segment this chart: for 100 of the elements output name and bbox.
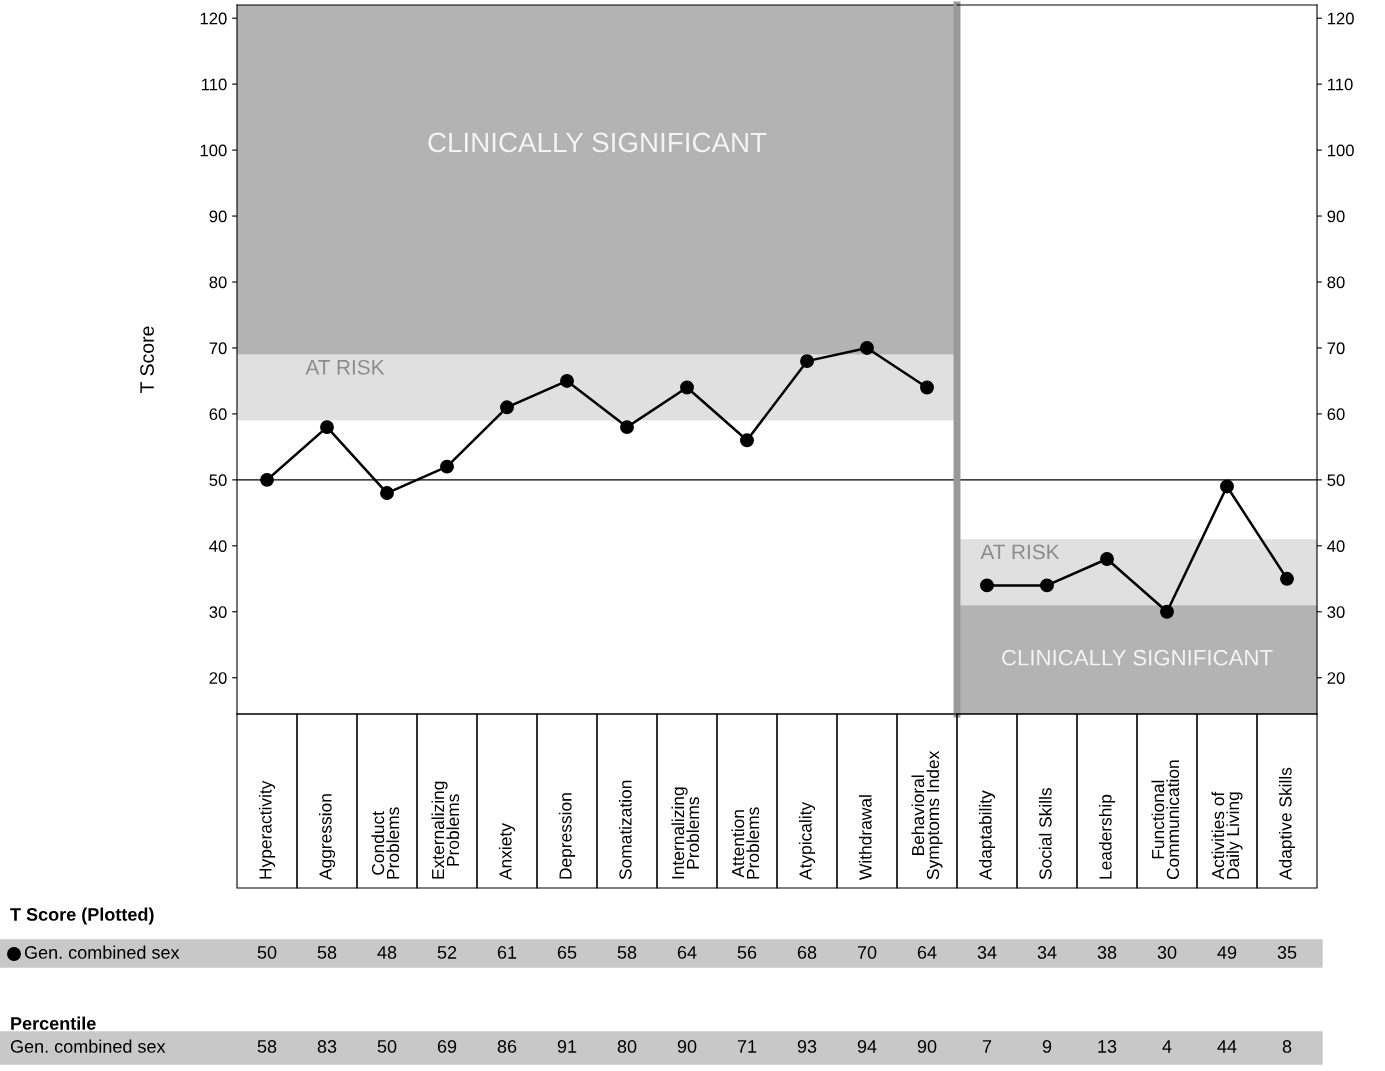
data-label: 38 [1097,946,1117,959]
point [320,420,334,435]
x-tick-label: Withdrawal [858,795,872,880]
point [500,400,514,415]
data-label: 49 [1217,946,1237,959]
x-tick-label: Depression [558,793,576,879]
y-tick-label: 30 [1327,606,1345,618]
x-tick-label: Anxiety [498,823,516,880]
x-tick-label: Attention Problems [731,807,760,879]
point [380,486,394,501]
text: 86 [497,1040,517,1053]
y-tick-label: 100 [200,144,227,157]
point [740,433,754,448]
data-label: 65 [557,946,577,959]
data-label: 34 [1037,946,1057,959]
text: 44 [1217,1040,1237,1053]
point [980,578,994,593]
text: 7 [982,1040,992,1053]
y-tick-label: 20 [1327,672,1345,684]
y-tick-label: 70 [209,342,227,355]
y-tick-label: 30 [209,606,227,618]
band-label: AT RISK [980,544,1060,560]
y-tick-label: 120 [1327,12,1354,25]
text: 93 [797,1040,817,1053]
data-label: 68 [797,946,817,959]
point [800,354,814,369]
data-label: 30 [1157,946,1177,959]
x-tick-label: Adaptive Skills [1278,767,1296,880]
y-tick-label: 90 [209,210,227,223]
x-tick-label: Aggression [318,794,336,880]
point [1280,571,1294,586]
x-tick-label: Conduct Problems [371,807,400,879]
x-tick-label: Atypicality [798,801,816,880]
y-tick-label: 120 [200,12,227,25]
text: 69 [437,1040,457,1053]
band-label: AT RISK [305,359,385,375]
point [1160,604,1174,619]
data-label: 64 [677,946,697,959]
y-tick-label: 110 [201,78,227,91]
text: 13 [1098,1040,1117,1053]
text: 50 [377,1040,397,1053]
point [1040,578,1054,593]
band-label: CLINICALLY SIGNIFICANT [428,132,767,153]
text: 94 [857,1040,877,1053]
point [1100,552,1114,566]
data-label: 34 [977,946,997,959]
data-label: 56 [737,946,757,959]
point [920,380,934,395]
point [680,380,694,395]
x-tick-label: Activities of Daily Living [1211,791,1243,880]
x-tick-label: Functional Communication [1151,760,1180,880]
data-label: 50 [257,946,277,959]
point [860,341,874,355]
x-tick-label: Somatization [618,780,632,880]
text: 71 [737,1040,757,1053]
y-tick-label: 70 [1327,342,1345,355]
data-label: 64 [917,946,937,959]
x-tick-label: Internalizing Problems [671,787,700,879]
data-label: 58 [317,946,337,959]
point [620,420,634,435]
y-tick-label: 110 [1327,78,1353,91]
x-tick-label: Hyperactivity [258,780,276,879]
text: 9 [1042,1040,1052,1053]
y-tick-label: 20 [209,672,227,684]
y-tick-label: 90 [1327,210,1345,223]
data-label: 35 [1277,946,1297,959]
y-tick-label: 40 [1327,540,1345,553]
point [440,459,454,474]
text: 90 [677,1040,697,1053]
text: Gen. combined sex [10,1039,166,1053]
text: 4 [1162,1040,1172,1053]
band-label: CLINICALLY SIGNIFICANT [1002,649,1273,666]
y-tick-label: 80 [1327,276,1345,289]
text: 8 [1282,1040,1292,1053]
y-tick-label: 60 [1327,408,1345,421]
point [1220,479,1234,494]
data-label: 52 [437,946,457,959]
y-axis-title: T Score [140,326,154,393]
y-tick-label: 60 [209,408,227,421]
y-tick-label: 100 [1327,144,1354,157]
text: 58 [257,1040,277,1053]
y-tick-label: 50 [1327,474,1345,487]
x-tick-label: Social Skills [1038,788,1052,880]
x-tick-label: Adaptability [978,790,996,880]
x-tick-label: Behavioral Symptoms Index [911,750,943,880]
data-label: 61 [497,946,517,959]
text: 83 [317,1040,337,1053]
y-tick-label: 80 [209,276,227,289]
legend-label: Gen. combined sex [24,945,180,959]
data-label: 48 [377,946,397,959]
y-tick-label: 50 [209,474,227,487]
x-tick-label: Externalizing Problems [431,781,460,879]
text: T Score (Plotted) [10,907,154,925]
text: Percentile [11,1016,96,1030]
point [560,373,574,388]
data-label: 58 [617,946,637,959]
text: 91 [557,1040,577,1053]
x-tick-label: Leadership [1098,794,1116,879]
data-label: 70 [857,946,877,959]
text: 90 [917,1040,937,1053]
